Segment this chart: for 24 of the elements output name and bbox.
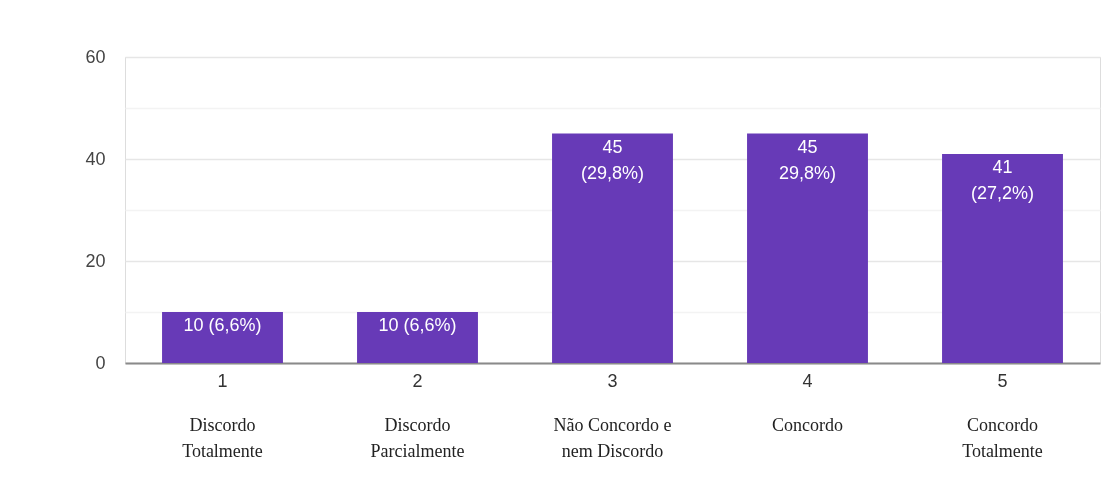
bar [357, 312, 478, 363]
bar [942, 153, 1063, 363]
data-label: 45 (29,8%) [580, 136, 645, 183]
y-tick-label: 0 [95, 352, 106, 373]
data-label: 10 (6,6%) [183, 315, 262, 335]
bar [552, 133, 673, 363]
data-label: 10 (6,6%) [378, 315, 457, 335]
x-tick-label: 5 [997, 370, 1008, 391]
x-tick-label: 4 [802, 370, 813, 391]
x-tick-label: 2 [412, 370, 423, 391]
data-label: 41 (27,2%) [970, 156, 1035, 203]
x-tick-label: 3 [607, 370, 618, 391]
bar [747, 133, 868, 363]
text: Concordo [772, 415, 843, 435]
text: Discordo Parcialmente [370, 415, 465, 461]
y-tick-label: 40 [85, 148, 106, 169]
y-tick-label: 20 [85, 250, 106, 271]
text: Concordo Totalmente [962, 415, 1043, 461]
bar [162, 312, 283, 363]
y-tick-label: 60 [85, 46, 106, 67]
x-tick-label: 1 [217, 370, 228, 391]
data-label: 45 29,8%) [778, 136, 837, 183]
text: Discordo Totalmente [182, 415, 263, 461]
text: Não Concordo e nem Discordo [553, 415, 672, 461]
